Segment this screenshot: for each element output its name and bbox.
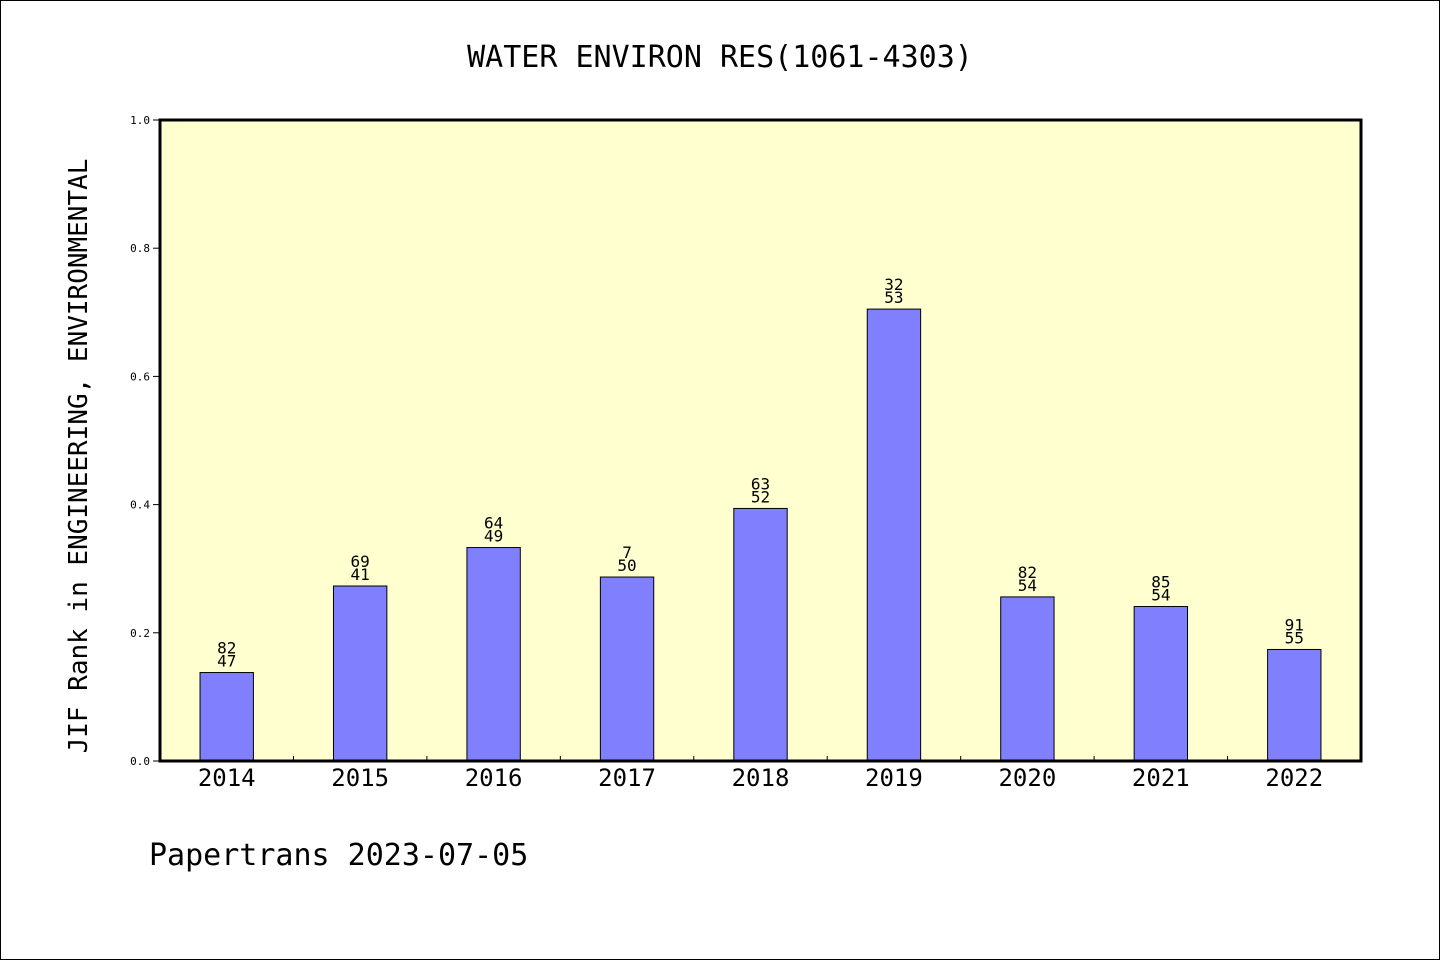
- x-tick-label-2016: 2016: [465, 764, 523, 792]
- bar-label-bottom-2021: 54: [1151, 586, 1170, 605]
- bar-label-top-2022: 91: [1285, 615, 1304, 634]
- bar-2020: [1000, 596, 1055, 762]
- bar-label-top-2019: 32: [884, 275, 903, 294]
- x-axis: 2014 2015 2016 2017 2018 2019 2020 2021 2022: [198, 756, 1323, 792]
- bar-2015: [332, 585, 388, 762]
- x-tick-label-2020: 2020: [998, 764, 1056, 792]
- bar-label-top-2021: 85: [1151, 573, 1170, 592]
- bar-label-top-2014: 82: [217, 639, 236, 658]
- bar-label-bottom-2018: 52: [751, 487, 770, 506]
- bar-label-bottom-2017: 50: [617, 556, 636, 575]
- bar-2019: [866, 308, 922, 762]
- bar-label-bottom-2014: 47: [217, 652, 236, 671]
- bar-label-top-2020: 82: [1018, 563, 1037, 582]
- x-tick-label-2019: 2019: [865, 764, 923, 792]
- bar-2022: [1267, 648, 1322, 762]
- footer-text: Papertrans 2023-07-05: [149, 838, 528, 873]
- bar-label-top-2017: 7: [622, 543, 632, 562]
- bar-label-bottom-2019: 53: [884, 288, 903, 307]
- bar-2014: [199, 672, 254, 762]
- y-tick-label-0.2: 0.2: [130, 627, 150, 640]
- x-tick-label-2022: 2022: [1265, 764, 1323, 792]
- y-tick-label-0.4: 0.4: [130, 499, 150, 512]
- y-tick-label-0.6: 0.6: [130, 370, 150, 383]
- x-tick-label-2014: 2014: [198, 764, 256, 792]
- y-tick-label-0.8: 0.8: [130, 242, 150, 255]
- bar-2016: [466, 547, 521, 762]
- y-tick-label-1.0: 1.0: [130, 114, 150, 127]
- x-tick-label-2015: 2015: [331, 764, 389, 792]
- x-tick-label-2017: 2017: [598, 764, 656, 792]
- bar-2021: [1133, 606, 1189, 762]
- plot-border: [158, 118, 1363, 763]
- bar-label-bottom-2016: 49: [484, 527, 503, 546]
- bar-label-top-2018: 63: [751, 474, 770, 493]
- y-axis-label: JIF Rank in ENGINEERING, ENVIRONMENTAL: [64, 159, 94, 754]
- chart-title: WATER ENVIRON RES(1061-4303): [467, 40, 973, 75]
- bar-label-top-2015: 69: [351, 552, 370, 571]
- bar-2018: [733, 507, 788, 762]
- bar-label-bottom-2020: 54: [1018, 576, 1037, 595]
- x-tick-label-2018: 2018: [732, 764, 790, 792]
- x-tick-label-2021: 2021: [1132, 764, 1190, 792]
- bar-label-top-2016: 64: [484, 514, 503, 533]
- bar-2017: [599, 576, 655, 762]
- bar-label-bottom-2015: 41: [351, 565, 370, 584]
- bar-label-bottom-2022: 55: [1285, 628, 1304, 647]
- y-axis: 0.0 0.2 0.4 0.6 0.8 1.0: [130, 114, 160, 768]
- y-tick-label-0.0: 0.0: [130, 755, 150, 768]
